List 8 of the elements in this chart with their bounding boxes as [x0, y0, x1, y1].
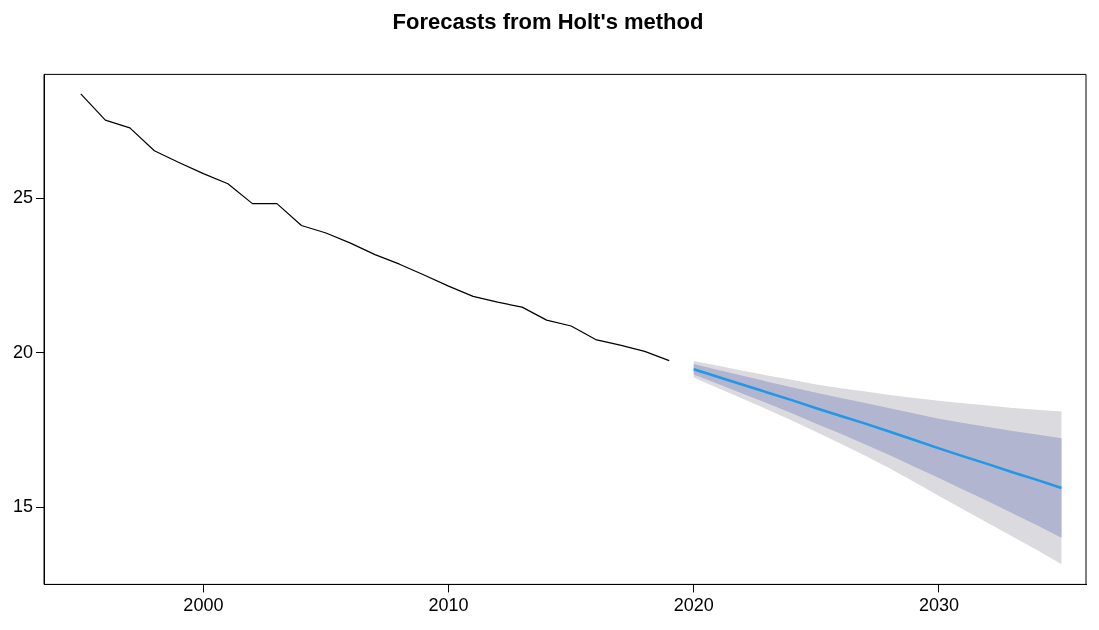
y-tick-label: 20 [12, 341, 34, 362]
x-tick-label: 2030 [918, 595, 959, 616]
x-tick-label: 2010 [428, 595, 469, 616]
x-tick-label: 2000 [183, 595, 224, 616]
y-tick-label: 25 [12, 187, 34, 208]
x-tick-label: 2020 [673, 595, 714, 616]
chart-title: Forecasts from Holt's method [392, 9, 704, 35]
y-tick-label: 15 [12, 496, 34, 517]
